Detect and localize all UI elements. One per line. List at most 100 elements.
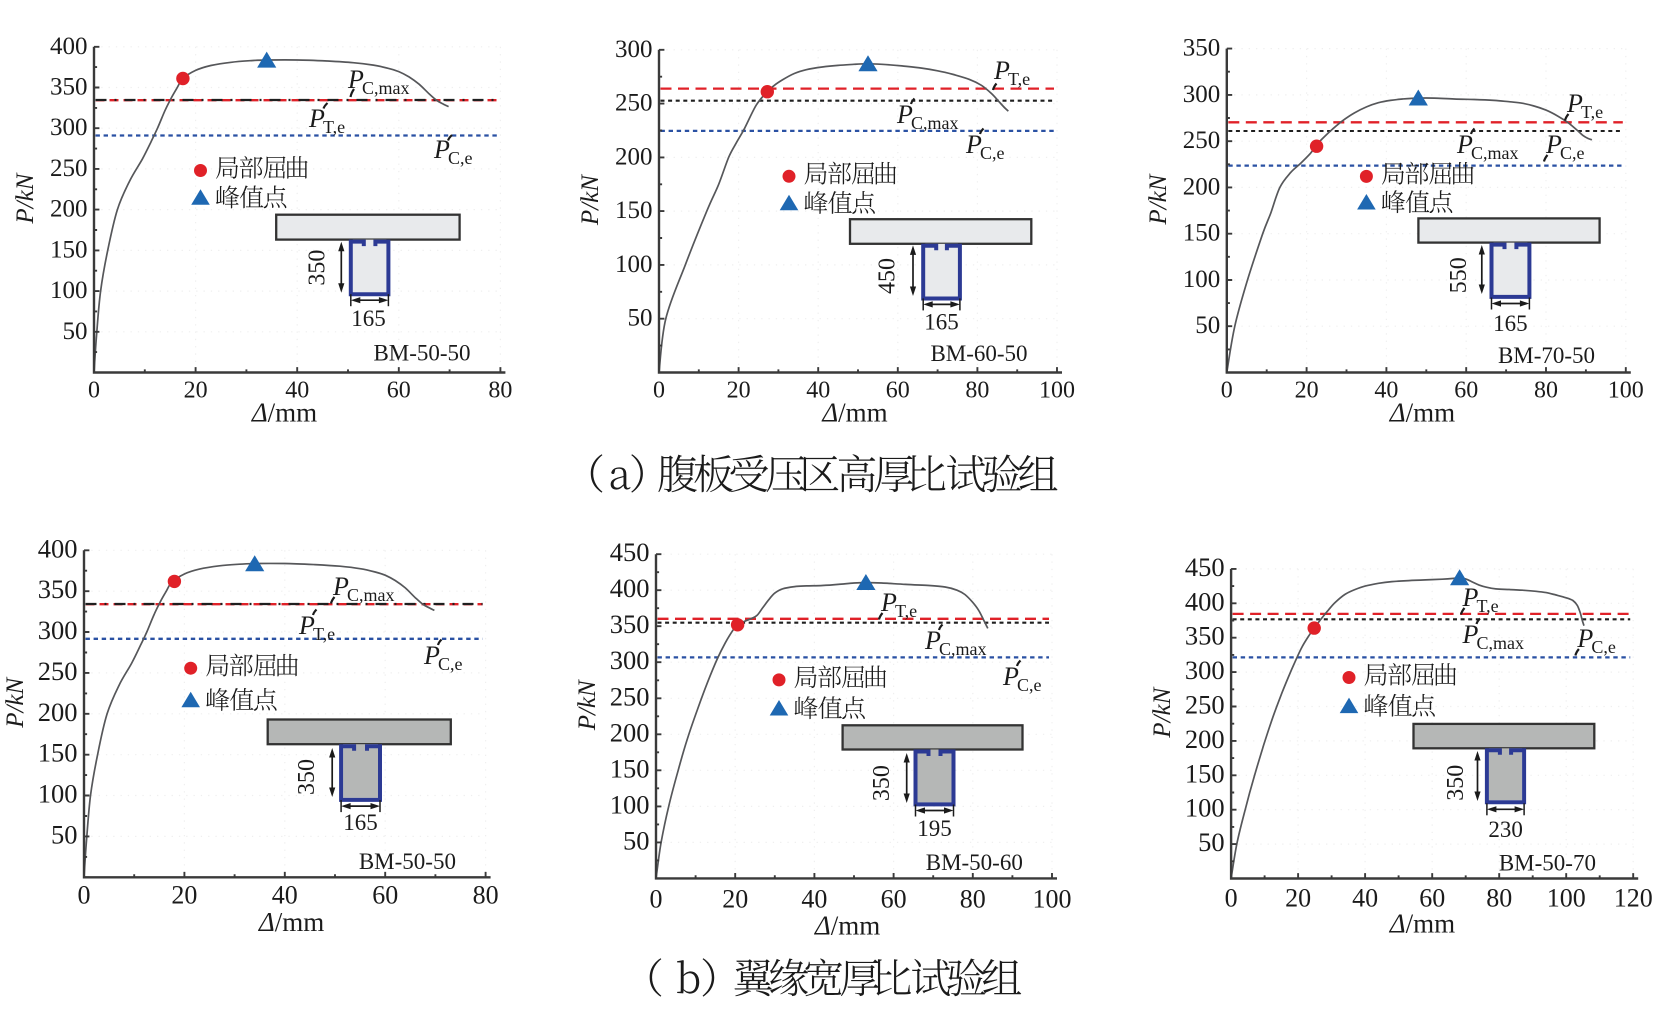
svg-text:150: 150 [1183,220,1221,247]
svg-text:T,e: T,e [313,624,335,644]
svg-text:80: 80 [1486,884,1512,913]
svg-text:450: 450 [875,258,901,294]
svg-text:50: 50 [51,819,78,849]
svg-text:T,e: T,e [1477,596,1499,616]
svg-text:450: 450 [610,537,650,567]
svg-text:250: 250 [1183,127,1221,154]
svg-text:20: 20 [722,885,748,914]
svg-text:550: 550 [1446,257,1472,293]
svg-text:20: 20 [727,378,751,404]
svg-text:BM-50-50: BM-50-50 [373,340,470,365]
svg-text:P: P [433,135,450,164]
svg-text:50: 50 [63,318,88,345]
svg-text:350: 350 [869,765,895,801]
svg-text:C,max: C,max [911,113,959,133]
svg-text:100: 100 [1185,793,1225,823]
svg-text:400: 400 [38,533,78,563]
svg-text:C,e: C,e [1017,675,1042,695]
svg-text:T,e: T,e [1008,69,1030,89]
svg-text:150: 150 [615,197,653,224]
svg-text:20: 20 [1285,884,1311,913]
svg-text:P: P [993,56,1010,85]
svg-text:100: 100 [610,789,650,819]
svg-text:P: P [880,588,897,617]
svg-text:250: 250 [1185,690,1225,720]
svg-text:165: 165 [351,306,386,331]
svg-text:P: P [924,626,941,655]
svg-text:80: 80 [1534,378,1558,404]
svg-text:350: 350 [50,74,88,101]
svg-text:P/kN: P/kN [2,676,29,728]
svg-text:350: 350 [38,574,78,604]
svg-text:BM-50-50: BM-50-50 [359,849,456,874]
svg-text:BM-50-70: BM-50-70 [1499,851,1596,876]
svg-text:Δ/mm: Δ/mm [821,398,887,428]
svg-text:P/kN: P/kN [574,679,601,731]
svg-text:400: 400 [50,33,88,60]
svg-text:100: 100 [1039,378,1075,404]
svg-text:C,max: C,max [347,585,395,605]
svg-text:60: 60 [881,885,907,914]
svg-text:0: 0 [88,378,100,404]
svg-text:20: 20 [171,881,197,910]
svg-text:P/kN: P/kN [577,174,604,226]
svg-text:Δ/mm: Δ/mm [1389,398,1455,428]
svg-text:C,e: C,e [980,143,1005,163]
svg-text:P: P [1456,130,1473,159]
svg-text:P/kN: P/kN [1145,173,1172,225]
svg-text:60: 60 [1454,378,1478,404]
svg-text:165: 165 [343,810,378,835]
svg-text:100: 100 [1547,884,1586,913]
svg-text:C,e: C,e [1591,637,1616,657]
svg-text:100: 100 [1183,266,1221,293]
svg-text:100: 100 [615,251,653,278]
svg-text:C,max: C,max [1477,633,1525,653]
svg-text:20: 20 [184,378,208,404]
svg-text:P: P [332,572,349,601]
svg-text:200: 200 [38,697,78,727]
svg-text:60: 60 [1419,884,1445,913]
svg-text:150: 150 [50,236,88,263]
svg-text:P: P [1545,130,1562,159]
svg-text:BM-50-60: BM-50-60 [926,850,1023,875]
svg-text:40: 40 [1374,378,1398,404]
svg-text:P: P [1002,662,1019,691]
svg-text:100: 100 [50,277,88,304]
svg-text:350: 350 [1183,35,1221,62]
svg-text:P/kN: P/kN [1149,686,1176,738]
svg-text:0: 0 [1221,378,1233,404]
svg-text:Δ/mm: Δ/mm [1389,909,1455,939]
svg-text:P: P [896,100,913,129]
svg-text:350: 350 [1185,621,1225,651]
svg-text:C,max: C,max [362,78,410,98]
svg-text:0: 0 [1225,884,1238,913]
svg-text:P: P [308,104,325,133]
svg-text:50: 50 [1195,312,1220,339]
svg-text:C,e: C,e [438,654,463,674]
svg-text:C,max: C,max [939,639,987,659]
svg-text:50: 50 [1198,827,1225,857]
svg-text:100: 100 [38,779,78,809]
svg-text:60: 60 [372,881,398,910]
svg-text:350: 350 [294,759,320,795]
svg-text:200: 200 [1185,724,1225,754]
svg-text:40: 40 [285,378,309,404]
svg-text:80: 80 [965,378,989,404]
svg-text:250: 250 [50,155,88,182]
svg-text:150: 150 [38,738,78,768]
svg-text:C,e: C,e [448,148,473,168]
svg-text:50: 50 [628,305,653,332]
svg-text:C,max: C,max [1471,143,1519,163]
svg-text:P: P [347,65,364,94]
svg-text:200: 200 [50,196,88,223]
svg-text:450: 450 [1185,552,1225,582]
svg-text:T,e: T,e [1581,102,1603,122]
svg-text:200: 200 [615,143,653,170]
svg-text:250: 250 [610,681,650,711]
svg-text:20: 20 [1295,378,1319,404]
svg-text:P: P [965,130,982,159]
svg-text:40: 40 [801,885,827,914]
svg-text:250: 250 [615,90,653,117]
svg-text:Δ/mm: Δ/mm [251,398,317,428]
svg-text:80: 80 [960,885,986,914]
